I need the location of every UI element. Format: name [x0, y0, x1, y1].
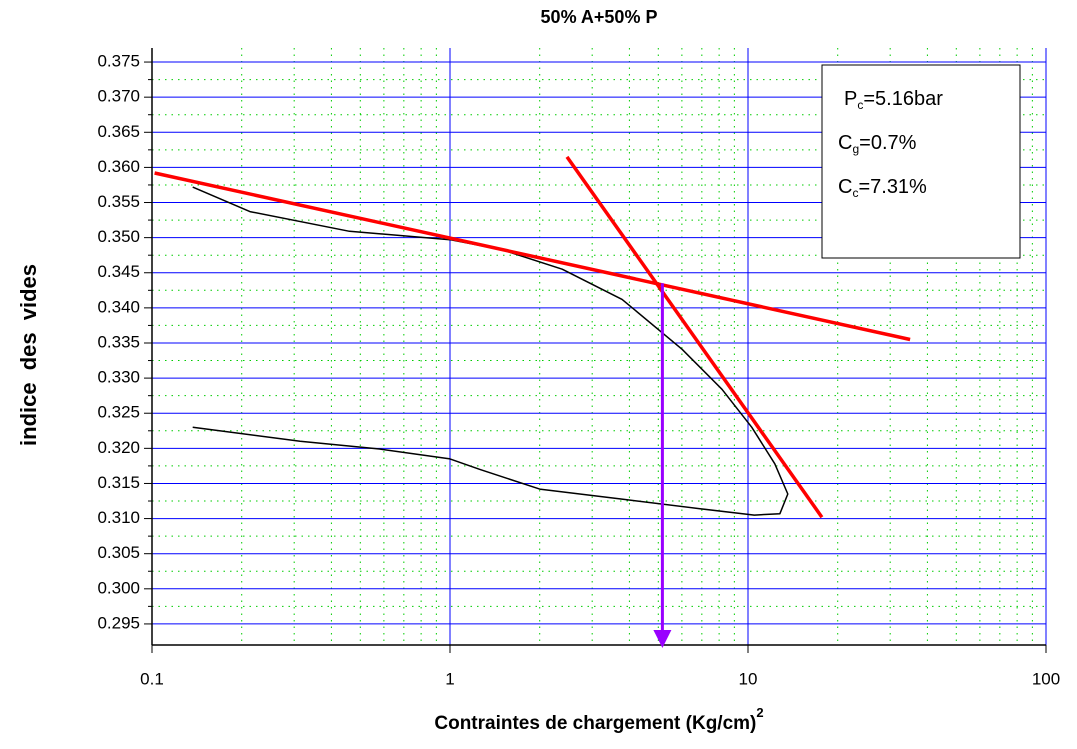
annotation-rest: =7.31% — [858, 176, 927, 198]
annotation: Pc=5.16bar — [844, 88, 943, 112]
annotation-sub: c — [852, 186, 858, 200]
y-axis-label: indice des vides — [16, 264, 41, 446]
annotation: Cc=7.31% — [838, 176, 927, 200]
annotation-box — [821, 64, 1021, 259]
y-tick-label: 0.315 — [97, 473, 140, 492]
y-tick-label: 0.340 — [97, 297, 140, 316]
annotation-rest: =0.7% — [859, 132, 916, 154]
y-tick-label: 0.330 — [97, 368, 140, 387]
x-tick-label: 10 — [739, 669, 758, 688]
x-axis-label: Contraintes de chargement (Kg/cm)2 — [434, 705, 763, 734]
y-tick-label: 0.305 — [97, 543, 140, 562]
y-tick-label: 0.295 — [97, 613, 140, 632]
y-tick-label: 0.325 — [97, 403, 140, 422]
y-tick-label: 0.355 — [97, 192, 140, 211]
annotation-rest: =5.16bar — [863, 88, 943, 110]
series-line — [154, 171, 911, 342]
annotation-main: C — [838, 132, 852, 154]
y-tick-label: 0.300 — [97, 578, 140, 597]
x-tick-label: 1 — [445, 669, 454, 688]
y-tick-label: 0.345 — [97, 262, 140, 281]
y-tick-label: 0.320 — [97, 438, 140, 457]
annotation-sub: c — [857, 98, 863, 112]
annotation-sub: g — [852, 142, 859, 156]
x-tick-label: 100 — [1032, 669, 1060, 688]
annotation: Cg=0.7% — [838, 132, 917, 156]
y-tick-label: 0.335 — [97, 332, 140, 351]
x-tick-label: 0.1 — [140, 669, 164, 688]
y-tick-label: 0.370 — [97, 87, 140, 106]
x-axis-label-text: Contraintes de chargement (Kg/cm) — [434, 713, 756, 734]
annotation-main: P — [844, 88, 857, 110]
y-tick-label: 0.375 — [97, 52, 140, 71]
series-line — [565, 155, 824, 519]
y-tick-label: 0.310 — [97, 508, 140, 527]
annotation-main: C — [838, 176, 852, 198]
y-tick-label: 0.360 — [97, 157, 140, 176]
x-axis-label-sup: 2 — [756, 705, 763, 720]
y-tick-label: 0.350 — [97, 227, 140, 246]
chart-title: 50% A+50% P — [541, 7, 658, 27]
y-tick-label: 0.365 — [97, 122, 140, 141]
